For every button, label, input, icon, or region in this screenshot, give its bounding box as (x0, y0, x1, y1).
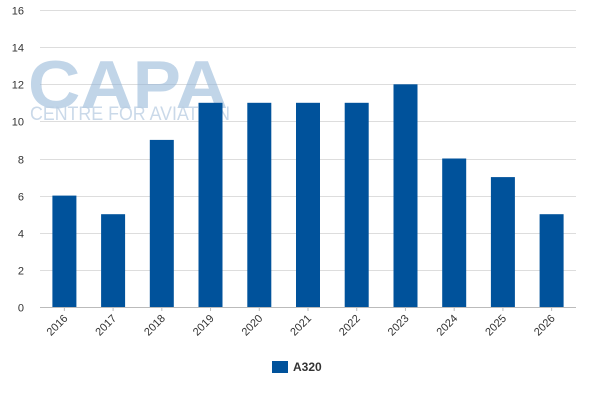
watermark-tagline: CENTRE FOR AVIATION (30, 104, 230, 125)
bar-2020 (247, 102, 272, 307)
x-tick-label: 2025 (483, 313, 509, 339)
x-tick-label: 2019 (191, 313, 217, 339)
y-tick-label: 8 (18, 155, 24, 167)
x-tick-label: 2020 (240, 313, 266, 339)
legend-label-a320: A320 (293, 360, 322, 374)
x-tick-label: 2017 (93, 313, 119, 339)
x-tick-label: 2026 (532, 313, 558, 339)
bar-2023 (393, 84, 418, 308)
x-axis-ticks: 2016 2017 2018 2019 2020 2021 2022 2023 2024 2025… (45, 307, 558, 338)
y-tick-label: 4 (18, 229, 24, 241)
bar-2016 (52, 195, 77, 307)
x-tick-label: 2023 (386, 313, 412, 339)
x-tick-label: 2024 (435, 313, 461, 339)
y-tick-label: 16 (12, 6, 24, 18)
bar-2021 (296, 102, 320, 307)
x-tick-label: 2021 (288, 313, 314, 339)
bar-2022 (344, 102, 369, 307)
bar-2024 (442, 158, 467, 307)
capa-watermark: CAPA CENTRE FOR AVIATION (28, 47, 230, 125)
y-tick-label: 12 (12, 80, 24, 92)
legend: A320 (272, 360, 322, 374)
bar-2026 (539, 214, 564, 307)
y-tick-label: 10 (12, 117, 24, 129)
bar-2018 (149, 139, 174, 307)
bar-2017 (101, 214, 126, 307)
watermark-brand: CAPA (28, 47, 228, 123)
x-tick-label: 2018 (142, 313, 168, 339)
legend-swatch-a320 (272, 361, 288, 373)
bars (52, 84, 564, 308)
bar-2019 (198, 102, 223, 307)
y-tick-label: 14 (12, 43, 24, 55)
y-axis-ticks: 0 2 4 6 8 10 12 14 16 (12, 6, 24, 315)
y-tick-label: 0 (18, 303, 24, 315)
x-tick-label: 2022 (337, 313, 363, 339)
y-tick-label: 2 (18, 266, 24, 278)
y-tick-label: 6 (18, 192, 24, 204)
bar-2025 (490, 177, 515, 307)
x-tick-label: 2016 (45, 313, 71, 339)
